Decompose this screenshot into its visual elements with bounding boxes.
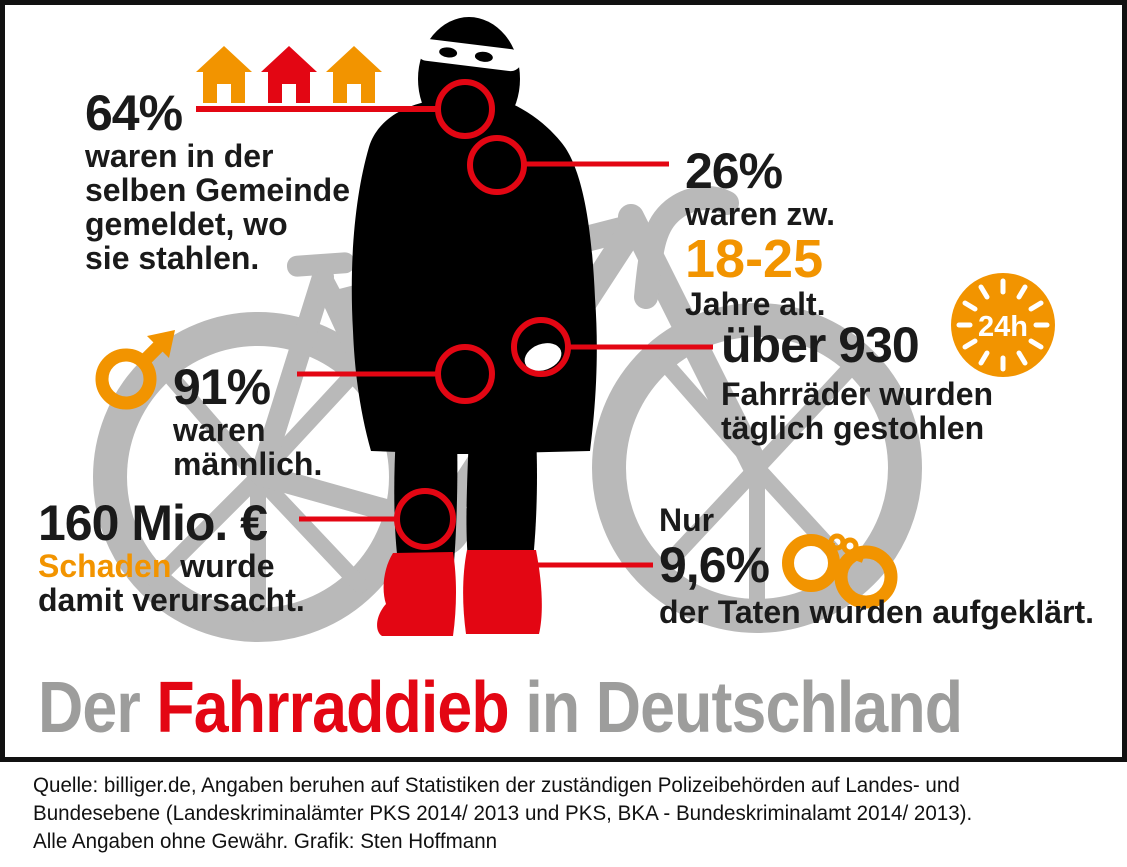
stat-male-line1: waren <box>173 412 266 448</box>
mask-eye-left <box>439 47 458 58</box>
male-symbol-icon <box>95 330 175 410</box>
houses-icon <box>196 46 382 103</box>
source-footer: Quelle: billiger.de, Angaben beruhen auf… <box>33 772 972 856</box>
annotation-marks <box>196 79 713 568</box>
thief-left-boot <box>377 552 456 636</box>
bike-grip <box>715 191 739 215</box>
thief-left-leg <box>394 435 458 562</box>
stat-registered-value: 64% <box>85 85 183 141</box>
stat-damage-rest: wurde <box>171 548 275 584</box>
stat-registered-line3: gemeldet, wo <box>85 206 288 242</box>
infographic-scene: 24h <box>93 17 1055 642</box>
ring-ankle <box>394 488 456 550</box>
bike-handlebar <box>634 186 737 309</box>
stat-damage-highlight: Schaden <box>38 548 172 584</box>
stat-solved-line: der Taten wurden aufgeklärt. <box>659 594 1095 630</box>
title-highlight: Fahrraddieb <box>156 668 509 748</box>
footer-line2: Bundesebene (Landeskriminalämter PKS 201… <box>33 802 973 825</box>
thief-right-boot <box>463 550 542 634</box>
house-icon-right <box>326 46 382 103</box>
ring-shoulder <box>435 79 495 139</box>
stat-registered-line1: waren in der <box>85 138 274 174</box>
stat-registered-line2: selben Gemeinde <box>85 172 350 208</box>
handcuffs-icon <box>782 533 898 609</box>
house-icon-left <box>196 46 252 103</box>
title-part2: in Deutschland <box>508 668 963 748</box>
stat-male-value: 91% <box>173 359 271 415</box>
stat-damage-line2: damit verursacht. <box>38 582 305 618</box>
stat-damage-block: 160 Mio. € Schaden wurde damit verursach… <box>38 497 305 617</box>
stat-damage-line1: Schaden wurde <box>38 549 305 583</box>
footer-line3: Alle Angaben ohne Gewähr. Grafik: Sten H… <box>33 830 498 853</box>
clock-24h-icon: 24h <box>951 273 1055 377</box>
bike-front-wheel <box>592 303 922 633</box>
stat-daily-block: über 930 Fahrräder wurden täglich gestoh… <box>721 319 993 445</box>
footer-line1: Quelle: billiger.de, Angaben beruhen auf… <box>33 774 960 797</box>
stat-damage-value: 160 Mio. € <box>38 495 268 551</box>
bike-saddle <box>286 252 355 277</box>
mask-band <box>416 38 522 72</box>
stat-daily-line2: täglich gestohlen <box>721 410 985 446</box>
thief-mask <box>416 38 522 72</box>
page-title: Der Fahrraddieb in Deutschland <box>38 667 963 749</box>
stat-solved-block: Nur 9,6% der Taten wurden aufgeklärt. <box>659 503 1094 629</box>
stat-age-block: 26% waren zw. 18-25 Jahre alt. <box>685 145 835 321</box>
stat-registered-text: waren in der selben Gemeinde gemeldet, w… <box>85 139 350 275</box>
ring-right-hand <box>511 317 571 377</box>
ring-left-hand <box>435 344 495 404</box>
stat-male-line2: männlich. <box>173 446 323 482</box>
thief-silhouette <box>351 17 597 636</box>
thief-hand-glove <box>524 343 562 371</box>
stat-age-line-before: waren zw. <box>685 196 835 232</box>
stat-daily-line1: Fahrräder wurden <box>721 376 994 412</box>
stat-age-range: 18-25 <box>685 229 824 289</box>
stat-registered-line4: sie stahlen. <box>85 240 260 276</box>
mask-eye-right <box>474 51 493 62</box>
clock-label: 24h <box>978 311 1028 343</box>
stat-age-value: 26% <box>685 143 783 199</box>
infographic-main-box: 24h 64% waren in der selben Gemeinde gem… <box>0 0 1127 762</box>
house-icon-middle <box>261 46 317 103</box>
stat-daily-value: über 930 <box>721 317 920 373</box>
title-part1: Der <box>38 668 157 748</box>
stat-solved-value: 9,6% <box>659 537 770 593</box>
stat-male-block: 91% waren männlich. <box>173 361 322 481</box>
ring-chest <box>467 135 527 195</box>
bike-spokes <box>147 355 865 623</box>
thief-right-leg <box>466 435 537 560</box>
stat-solved-prefix: Nur <box>659 502 715 538</box>
stat-age-line-after: Jahre alt. <box>685 286 826 322</box>
